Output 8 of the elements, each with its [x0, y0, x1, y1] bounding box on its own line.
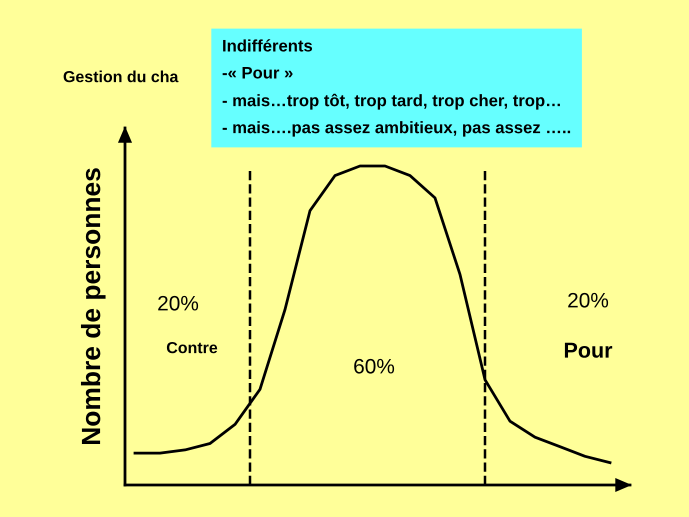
annotation: Pour	[564, 342, 612, 358]
annotation: 20%	[158, 296, 198, 311]
chart-title: Gestion du cha	[64, 70, 178, 82]
annotation: Contre	[166, 342, 218, 354]
annotation: 20%	[568, 292, 608, 308]
y-axis-title: Nombre de personnes	[80, 168, 106, 444]
text: Indifférents -« Pour » - mais…trop tôt, trop tard, trop cher, trop… - mais….pas assez ambitieux, pas assez …..	[222, 39, 570, 137]
annotation: 60%	[354, 358, 394, 374]
